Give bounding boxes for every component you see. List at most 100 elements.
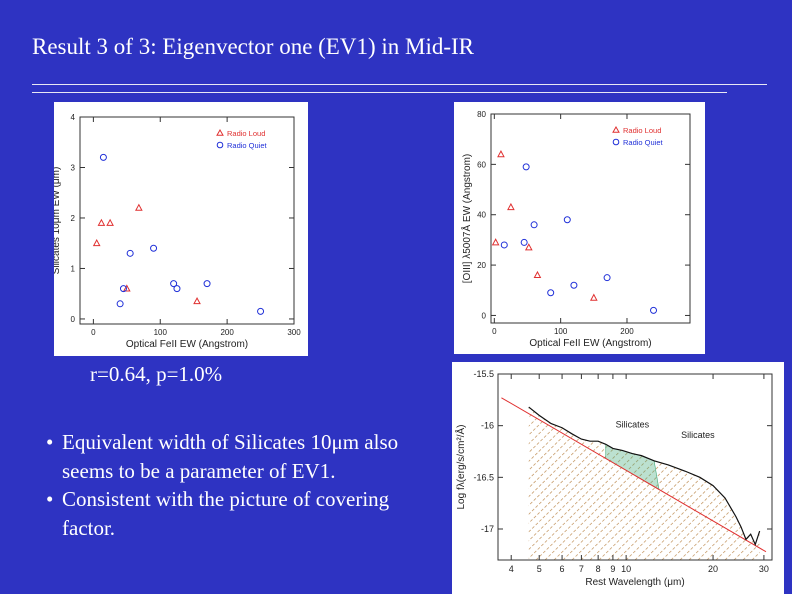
radio-quiet-point — [170, 280, 178, 288]
radio-quiet-point — [203, 280, 211, 288]
radio-quiet-point — [126, 249, 134, 257]
hatch-line — [528, 407, 601, 560]
plot-frame — [497, 373, 773, 561]
spectrum-line — [528, 406, 761, 547]
plot-frame — [79, 116, 295, 325]
bullet-text: Equivalent width of Silicates 10μm also … — [62, 430, 399, 483]
oiii-vs-feii-chart: 0 100 200 0 20 40 60 80 Optical FeII EW (Angstro… — [454, 102, 705, 354]
bullet-list: • Equivalent width of Silicates 10μm also… — [44, 428, 434, 542]
continuum-model-line — [501, 397, 767, 553]
hatch-line — [528, 407, 709, 560]
radio-loud-point — [106, 218, 114, 226]
hatch-line — [528, 407, 628, 560]
bullet-item: • Equivalent width of Silicates 10μm also… — [44, 428, 434, 485]
x-tick-label: 6 — [560, 564, 565, 574]
hatch-line — [528, 407, 619, 560]
legend-radio-loud-marker — [612, 125, 620, 133]
y-tick-label: 0 — [71, 315, 76, 324]
y-tick-label: 80 — [477, 110, 486, 119]
radio-loud-point — [491, 238, 500, 246]
radio-loud-point — [135, 203, 143, 211]
hatch-line — [643, 407, 760, 560]
radio-quiet-point — [500, 241, 508, 249]
hatch-line — [528, 407, 592, 560]
x-axis-label: Rest Wavelength (μm) — [585, 577, 684, 588]
bullet-dot: • — [46, 487, 54, 511]
x-tick-label: 20 — [708, 564, 718, 574]
y-axis-label: [OIII] λ5007Å EW (Angstrom) — [460, 154, 473, 283]
mid-ir-spectrum-chart: 4 5 6 7 8 9 10 20 30 -17 -16.5 -16 -15.5 Rest Wavelen… — [452, 362, 784, 594]
title-rule-top — [32, 84, 767, 85]
radio-quiet-point — [650, 306, 658, 314]
legend-label: Radio Loud — [227, 129, 265, 138]
radio-quiet-point — [119, 285, 127, 293]
plot-frame — [490, 113, 691, 324]
radio-quiet-point — [530, 221, 538, 229]
silicates-vs-feii-chart: 0 100 200 300 0 1 2 3 4 Optical FeII EW (Angstrom… — [54, 102, 308, 356]
radio-loud-point — [533, 270, 542, 279]
bullet-item: • Consistent with the picture of covering… — [44, 485, 434, 542]
hatch-line — [528, 407, 637, 560]
x-tick-label: 300 — [287, 328, 301, 337]
y-tick-label: -17 — [481, 524, 494, 534]
silicates-annotation: Silicates — [616, 420, 650, 430]
hatch-line — [528, 407, 682, 560]
silicates-annotation: Silicates — [681, 430, 715, 440]
x-tick-label: 5 — [537, 564, 542, 574]
x-tick-label: 7 — [579, 564, 584, 574]
hatch-line — [528, 407, 583, 560]
radio-quiet-point — [570, 281, 578, 289]
oiii-vs-feii-plot: 0 100 200 0 20 40 60 80 Optical FeII EW (Angstro… — [460, 110, 691, 349]
hatch-line — [528, 407, 673, 560]
radio-loud-point — [497, 150, 505, 158]
legend-label: Radio Loud — [623, 126, 661, 135]
radio-quiet-point — [116, 300, 124, 308]
silicates-vs-feii-plot: 0 100 200 300 0 1 2 3 4 Optical FeII EW (Angstrom… — [54, 113, 301, 350]
hatch-line — [544, 407, 736, 560]
x-axis-label: Optical FeII EW (Angstrom) — [529, 338, 651, 349]
x-tick-label: 30 — [759, 564, 769, 574]
title-rule-bottom — [32, 92, 727, 93]
y-tick-label: 4 — [71, 113, 76, 122]
hatch-line — [634, 407, 760, 560]
hatch-line — [528, 407, 556, 560]
hatch-line — [528, 407, 664, 560]
radio-quiet-point — [173, 285, 181, 293]
radio-loud-point — [507, 202, 515, 211]
radio-quiet-point — [150, 244, 158, 252]
radio-loud-point — [589, 293, 598, 301]
radio-quiet-point — [99, 153, 107, 161]
x-axis-label: Optical FeII EW (Angstrom) — [126, 339, 248, 350]
hatch-line — [535, 407, 727, 560]
hatch-line — [528, 407, 655, 560]
y-tick-label: -16.5 — [473, 472, 494, 482]
y-tick-label: 20 — [477, 261, 486, 270]
hatch-line — [724, 407, 760, 560]
radio-quiet-point — [547, 289, 555, 297]
bullet-text: Consistent with the picture of covering … — [62, 487, 390, 540]
x-tick-label: 4 — [509, 564, 514, 574]
hatch-line — [562, 407, 754, 560]
y-tick-label: -16 — [481, 421, 494, 431]
hatch-line — [553, 407, 745, 560]
hatch-line — [528, 407, 646, 560]
x-tick-label: 0 — [91, 328, 96, 337]
hatch-line — [571, 407, 760, 560]
radio-quiet-point — [257, 307, 265, 315]
radio-loud-point — [92, 238, 101, 247]
x-tick-label: 100 — [554, 327, 568, 336]
x-tick-label: 100 — [154, 328, 168, 337]
y-tick-label: 60 — [477, 160, 486, 169]
hatch-line — [670, 407, 760, 560]
hatch-line — [779, 374, 784, 560]
legend-radio-quiet-marker — [612, 138, 620, 146]
x-tick-label: 0 — [492, 327, 497, 336]
legend-label: Radio Quiet — [227, 141, 268, 150]
y-tick-label: 3 — [71, 163, 76, 172]
correlation-stat: r=0.64, p=1.0% — [90, 362, 223, 386]
legend-label: Radio Quiet — [623, 138, 664, 147]
hatch-line — [697, 407, 760, 560]
y-tick-label: -15.5 — [473, 369, 494, 379]
y-tick-label: 40 — [477, 211, 486, 220]
x-tick-label: 200 — [220, 328, 234, 337]
